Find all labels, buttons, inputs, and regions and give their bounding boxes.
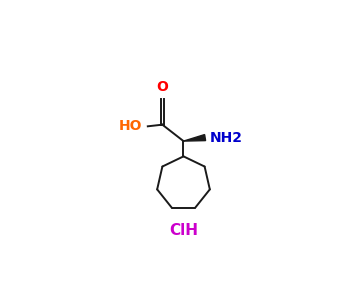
Text: NH2: NH2: [209, 131, 242, 145]
Text: O: O: [156, 80, 168, 94]
Text: ClH: ClH: [169, 223, 198, 238]
Text: HO: HO: [118, 119, 142, 133]
Polygon shape: [184, 135, 206, 141]
